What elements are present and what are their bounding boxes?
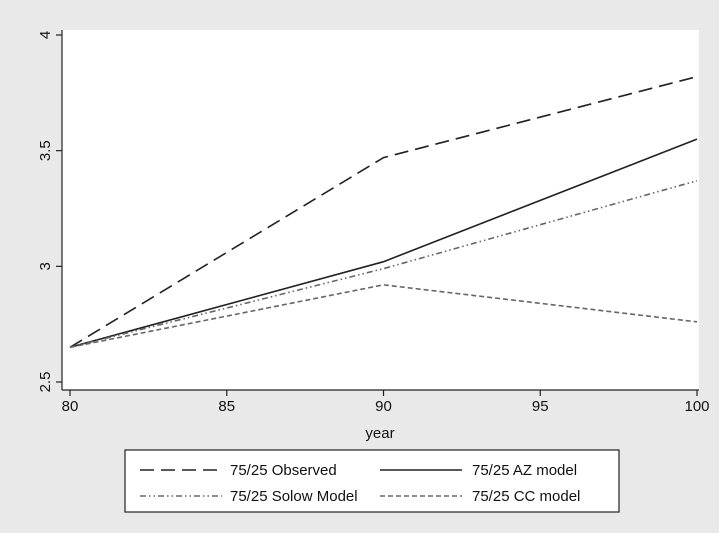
y-tick-label: 4 <box>37 31 54 39</box>
series-line <box>69 75 698 348</box>
x-tick-label: 85 <box>218 398 235 415</box>
legend-label: 75/25 Solow Model <box>230 488 358 505</box>
legend-label: 75/25 CC model <box>472 488 580 505</box>
legend-box <box>124 449 620 513</box>
series-line <box>69 179 698 349</box>
axes: 80 85 90 95 100 2.5 3 3.5 4 <box>37 30 710 415</box>
legend-label: 75/25 Observed <box>230 462 337 479</box>
plot-area <box>62 30 699 390</box>
x-tick-label: 80 <box>62 398 79 415</box>
series-line <box>69 284 698 349</box>
legend: 75/25 Observed 75/25 AZ model 75/25 Solow … <box>124 449 620 513</box>
x-tick-label: 90 <box>375 398 392 415</box>
y-tick-label: 2.5 <box>37 372 54 393</box>
x-tick-label: 95 <box>532 398 549 415</box>
y-tick-label: 3 <box>37 262 54 270</box>
series-lines <box>69 75 698 349</box>
x-tick-label: 100 <box>684 398 709 415</box>
x-axis-label: year <box>365 425 394 442</box>
legend-label: 75/25 AZ model <box>472 462 577 479</box>
series-line <box>69 138 698 349</box>
y-tick-label: 3.5 <box>37 140 54 161</box>
